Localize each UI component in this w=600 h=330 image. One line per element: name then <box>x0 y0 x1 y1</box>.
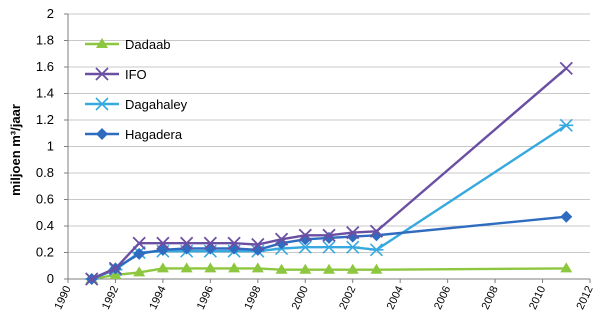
data-point-ifo <box>274 232 289 246</box>
legend-label-hagadera: Hagadera <box>125 127 183 142</box>
legend-marker-dadaab <box>96 38 108 48</box>
y-tick-label: 1.4 <box>36 86 54 101</box>
data-point-dadaab <box>299 263 312 274</box>
series-lines <box>84 61 574 286</box>
legend-item-dagahaley: Dagahaley <box>85 97 188 112</box>
data-point-ifo <box>298 228 312 242</box>
data-point-hagadera <box>156 243 169 256</box>
data-point-dadaab <box>346 263 359 274</box>
y-tick-label: 0.8 <box>36 165 54 180</box>
data-point-dadaab <box>323 263 335 274</box>
x-tick-label: 2010 <box>527 284 548 311</box>
data-point-dadaab <box>180 262 193 273</box>
legend-marker-ifo <box>95 67 109 81</box>
series-line-dagahaley <box>91 124 567 281</box>
x-tick-label: 1996 <box>195 284 216 311</box>
y-tick-label: 0.4 <box>36 218 54 233</box>
data-point-ifo <box>559 61 573 75</box>
y-tick-label: 0 <box>47 271 54 286</box>
data-point-dagahaley <box>322 240 336 254</box>
data-point-hagadera <box>133 247 146 260</box>
data-point-ifo <box>227 236 241 250</box>
y-axis-label: miljoen m³/jaar <box>8 104 23 196</box>
legend-item-ifo: IFO <box>85 67 147 82</box>
data-point-dadaab <box>156 262 169 273</box>
data-point-dadaab <box>251 262 264 273</box>
data-point-dadaab <box>228 262 241 273</box>
y-tick-label: 0.6 <box>36 192 54 207</box>
legend: Dadaab IFO Dagahaley Hagadera <box>85 37 188 142</box>
data-point-ifo <box>179 236 194 250</box>
y-tick-label: 1.6 <box>36 59 54 74</box>
series-line-ifo <box>91 67 568 281</box>
legend-label-ifo: IFO <box>125 67 147 82</box>
legend-item-dadaab: Dadaab <box>85 37 171 52</box>
series-dagahaley <box>84 118 574 286</box>
data-point-ifo <box>369 224 384 238</box>
data-point-ifo <box>346 225 360 240</box>
data-point-dadaab <box>370 263 383 274</box>
data-point-ifo <box>251 237 265 252</box>
data-point-ifo <box>322 228 336 242</box>
x-tick-label: 2000 <box>290 284 311 311</box>
series-dadaab <box>85 262 573 283</box>
data-point-ifo <box>108 261 123 276</box>
x-tick-label: 1990 <box>52 284 73 311</box>
series-ifo <box>85 61 573 286</box>
data-point-dadaab <box>204 262 217 273</box>
data-point-dagahaley <box>298 240 313 254</box>
y-tick-label: 0.2 <box>36 245 54 260</box>
y-tick-label: 1.8 <box>36 33 54 48</box>
data-point-dadaab <box>560 262 573 273</box>
data-point-dagahaley <box>559 118 574 132</box>
data-point-dagahaley <box>369 243 384 257</box>
legend-label-dagahaley: Dagahaley <box>125 97 188 112</box>
x-tick-label: 1994 <box>147 284 168 311</box>
legend-item-hagadera: Hagadera <box>85 127 183 142</box>
series-line-dadaab <box>91 267 567 281</box>
x-tick-label: 2012 <box>574 284 595 311</box>
y-tick-label: 1.2 <box>36 112 54 127</box>
gridlines <box>68 13 590 253</box>
x-tick-label: 2006 <box>432 284 453 311</box>
x-tick-label: 2002 <box>337 284 358 311</box>
data-point-ifo <box>132 236 146 250</box>
data-point-ifo <box>156 236 170 250</box>
y-tick-label: 1 <box>47 139 54 154</box>
y-tick-label: 2 <box>47 6 54 21</box>
x-tick-label: 1992 <box>100 284 121 311</box>
legend-marker-hagadera <box>96 128 108 140</box>
data-point-dadaab <box>133 266 146 277</box>
data-point-ifo <box>85 272 99 286</box>
legend-marker-dagahaley <box>95 97 109 111</box>
data-point-dagahaley <box>345 240 360 254</box>
x-tick-label: 1998 <box>242 284 263 311</box>
data-point-dadaab <box>275 263 288 274</box>
legend-label-dadaab: Dadaab <box>125 37 171 52</box>
data-point-ifo <box>203 236 218 250</box>
x-tick-label: 2004 <box>385 284 406 311</box>
x-tick-label: 2008 <box>480 284 501 311</box>
data-point-hagadera <box>560 210 573 223</box>
